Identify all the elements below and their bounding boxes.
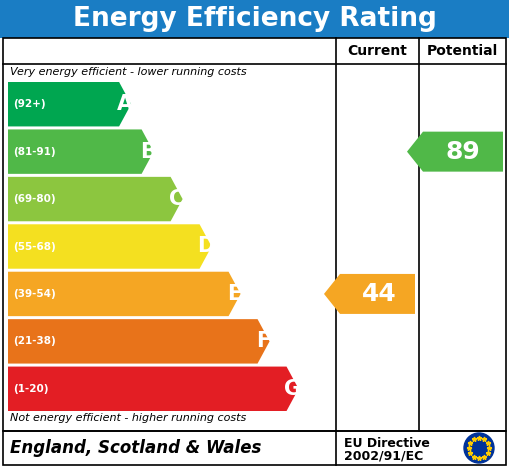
Text: Current: Current <box>348 44 407 58</box>
Polygon shape <box>8 319 270 364</box>
Text: G: G <box>284 379 301 399</box>
FancyBboxPatch shape <box>0 0 509 38</box>
Text: D: D <box>197 236 214 256</box>
Polygon shape <box>8 367 299 411</box>
Text: 44: 44 <box>362 282 397 306</box>
Text: B: B <box>139 142 156 162</box>
Text: (39-54): (39-54) <box>13 289 56 299</box>
Text: England, Scotland & Wales: England, Scotland & Wales <box>10 439 262 457</box>
Text: (81-91): (81-91) <box>13 147 55 156</box>
Text: (1-20): (1-20) <box>13 384 48 394</box>
Text: Potential: Potential <box>427 44 498 58</box>
Polygon shape <box>407 132 503 172</box>
Text: (55-68): (55-68) <box>13 241 56 252</box>
Text: 2002/91/EC: 2002/91/EC <box>344 450 423 463</box>
Polygon shape <box>8 177 183 221</box>
Text: (92+): (92+) <box>13 99 46 109</box>
Text: EU Directive: EU Directive <box>344 437 430 450</box>
Circle shape <box>464 433 494 463</box>
Polygon shape <box>8 82 131 127</box>
Text: Very energy efficient - lower running costs: Very energy efficient - lower running co… <box>10 67 247 77</box>
Text: (21-38): (21-38) <box>13 336 56 347</box>
Text: Energy Efficiency Rating: Energy Efficiency Rating <box>73 6 436 32</box>
Text: C: C <box>169 189 184 209</box>
Text: A: A <box>117 94 133 114</box>
Polygon shape <box>8 129 154 174</box>
Text: E: E <box>228 284 242 304</box>
Text: (69-80): (69-80) <box>13 194 55 204</box>
Polygon shape <box>8 272 241 316</box>
Polygon shape <box>324 274 415 314</box>
Text: 89: 89 <box>445 140 480 163</box>
Polygon shape <box>8 224 212 269</box>
Text: Not energy efficient - higher running costs: Not energy efficient - higher running co… <box>10 413 246 423</box>
Text: F: F <box>257 332 271 351</box>
